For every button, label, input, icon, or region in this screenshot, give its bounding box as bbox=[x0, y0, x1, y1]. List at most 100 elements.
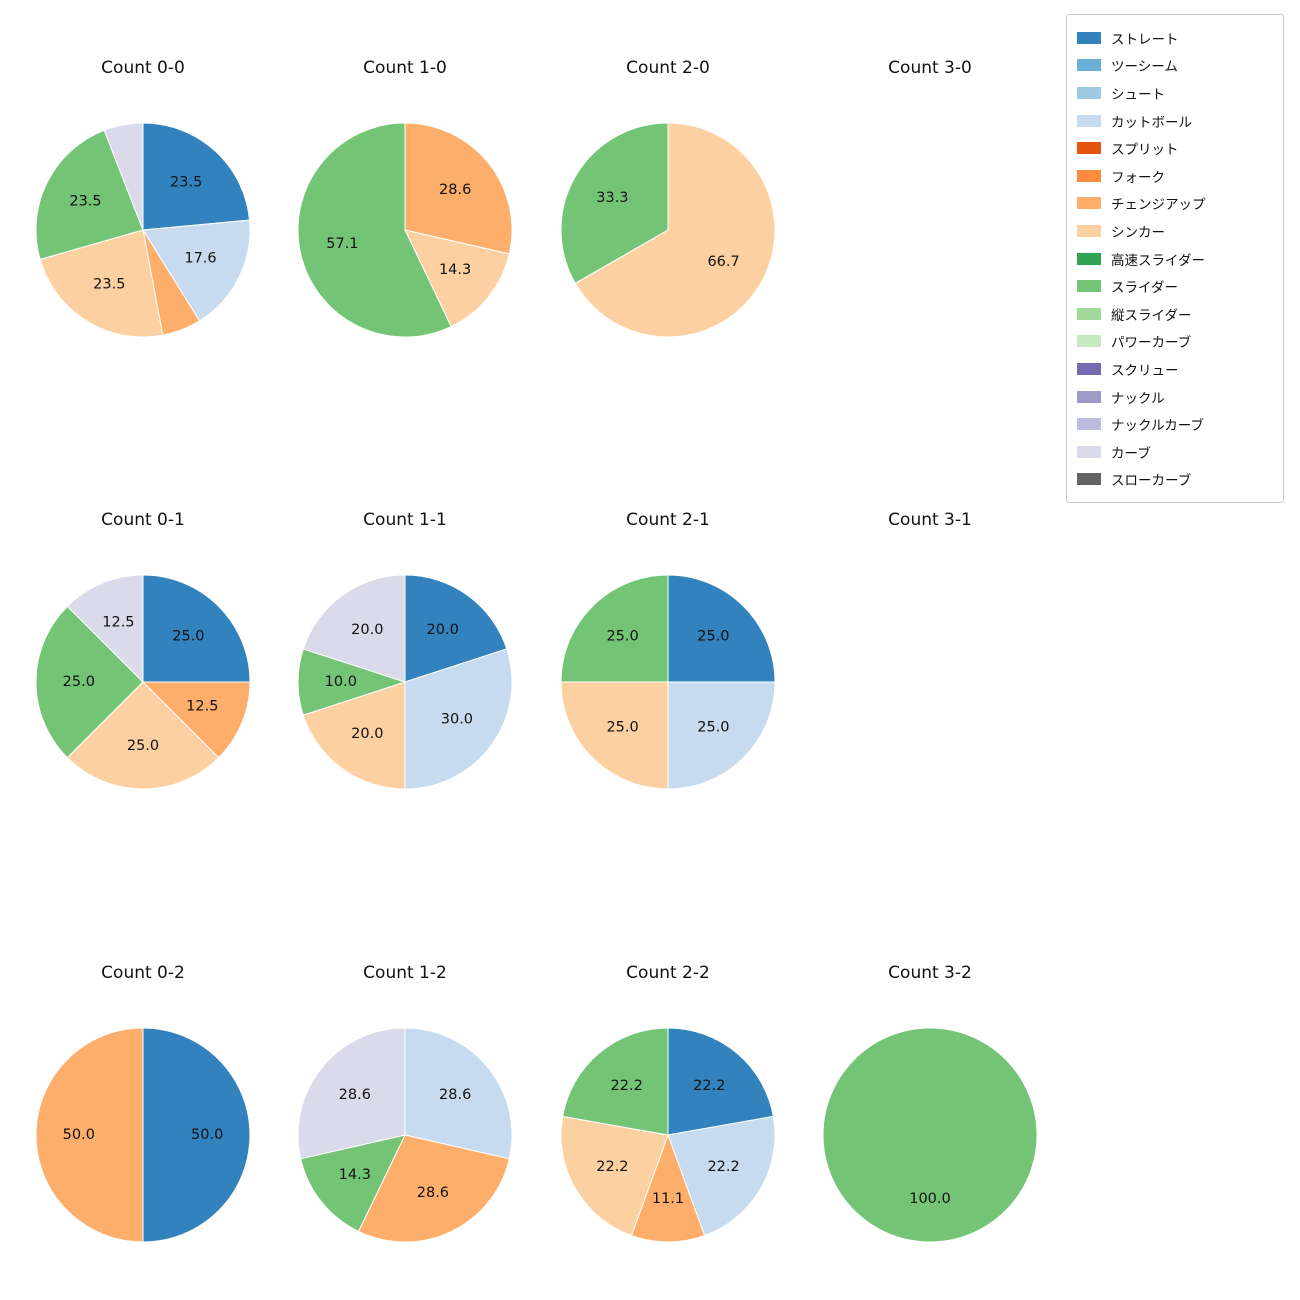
pie-slice-チェンジアップ bbox=[404, 122, 513, 255]
pie-slice-スライダー bbox=[560, 574, 669, 683]
legend-item: 高速スライダー bbox=[1077, 245, 1273, 273]
chart-count-0-1: Count 0-1 25.0 12.5 25.0 25.0 12.5 bbox=[3, 508, 283, 796]
pie-percent-label: 17.6 bbox=[184, 251, 216, 267]
legend-item: カットボール bbox=[1077, 107, 1273, 135]
pie-percent-label: 14.3 bbox=[439, 262, 471, 278]
legend-swatch-icon bbox=[1077, 59, 1101, 72]
pie-slice-スライダー bbox=[822, 1027, 1038, 1243]
legend-swatch-icon bbox=[1077, 473, 1101, 486]
chart-title: Count 3-2 bbox=[888, 963, 972, 983]
legend-item: ナックル bbox=[1077, 383, 1273, 411]
legend-item: スローカーブ bbox=[1077, 466, 1273, 494]
pie-percent-label: 23.5 bbox=[69, 194, 101, 210]
pie-chart bbox=[816, 568, 1044, 796]
pie-chart: 25.0 12.5 25.0 25.0 12.5 bbox=[35, 574, 251, 790]
pie-percent-label: 33.3 bbox=[596, 190, 628, 206]
legend-swatch-icon bbox=[1077, 307, 1101, 320]
pie-percent-label: 57.1 bbox=[326, 236, 358, 252]
pie-chart: 25.0 25.0 25.0 25.0 bbox=[560, 574, 776, 790]
legend-item: パワーカーブ bbox=[1077, 328, 1273, 356]
pie-slice-ストレート bbox=[404, 574, 508, 683]
pie-chart: 28.6 14.3 57.1 bbox=[297, 122, 513, 338]
pie-slice-シンカー bbox=[302, 681, 406, 790]
pie-slice-カットボール bbox=[404, 648, 513, 790]
pie-percent-label: 22.2 bbox=[596, 1159, 628, 1175]
legend-item-label: スライダー bbox=[1111, 280, 1178, 297]
chart-title: Count 1-1 bbox=[363, 510, 447, 530]
pie-percent-label: 22.2 bbox=[693, 1078, 725, 1094]
chart-count-0-0: Count 0-0 23.5 17.6 23.5 23.5 bbox=[3, 56, 283, 344]
pie-slice-ストレート bbox=[142, 574, 251, 683]
legend-item-label: ナックルカーブ bbox=[1111, 418, 1204, 435]
chart-count-1-0: Count 1-0 28.6 14.3 57.1 bbox=[265, 56, 545, 344]
pie-chart: 50.0 50.0 bbox=[35, 1027, 251, 1243]
pie-slice-ストレート bbox=[667, 574, 776, 683]
legend-swatch-icon bbox=[1077, 169, 1101, 182]
legend: ストレート ツーシーム シュート カットボール スプリット フォーク チェンジアップ シンカー… bbox=[1066, 14, 1284, 504]
pie-percent-label: 25.0 bbox=[172, 629, 204, 645]
pie-slice-チェンジアップ bbox=[357, 1134, 510, 1243]
legend-swatch-icon bbox=[1077, 252, 1101, 265]
pie-slice-シンカー bbox=[560, 1115, 669, 1237]
pie-slice-カーブ bbox=[66, 574, 144, 684]
pie-slice-スライダー bbox=[35, 605, 144, 759]
pie-slice-シンカー bbox=[66, 681, 220, 790]
pie-slice-カットボール bbox=[142, 219, 251, 322]
pie-percent-label: 25.0 bbox=[697, 719, 729, 735]
pie-percent-label: 20.0 bbox=[351, 726, 383, 742]
legend-item-label: スプリット bbox=[1111, 142, 1179, 159]
pie-percent-label: 30.0 bbox=[441, 712, 473, 728]
chart-title: Count 2-0 bbox=[626, 58, 710, 78]
pie-percent-label: 22.2 bbox=[611, 1078, 643, 1094]
legend-item: 縦スライダー bbox=[1077, 300, 1273, 328]
chart-count-2-0: Count 2-0 66.7 33.3 bbox=[528, 56, 808, 344]
chart-title: Count 3-0 bbox=[888, 58, 972, 78]
pie-percent-label: 100.0 bbox=[909, 1191, 951, 1207]
pie-slice-カーブ bbox=[302, 574, 406, 683]
pie-chart: 66.7 33.3 bbox=[560, 122, 776, 338]
legend-item: シュート bbox=[1077, 79, 1273, 107]
chart-count-3-1: Count 3-1 bbox=[790, 508, 1070, 796]
pie-percent-label: 22.2 bbox=[707, 1159, 739, 1175]
pie-slice-シンカー bbox=[39, 229, 164, 338]
legend-item-label: 高速スライダー bbox=[1111, 252, 1205, 269]
pie-slice-ストレート bbox=[142, 1027, 251, 1243]
pie-slice-ストレート bbox=[667, 1027, 774, 1136]
pie-slice-チェンジアップ bbox=[630, 1133, 706, 1243]
pie-chart bbox=[816, 116, 1044, 344]
pie-slice-シンカー bbox=[404, 229, 510, 328]
pie-slice-チェンジアップ bbox=[141, 681, 251, 759]
legend-item-label: スローカーブ bbox=[1111, 473, 1192, 490]
pie-percent-label: 20.0 bbox=[427, 622, 459, 638]
legend-item: カーブ bbox=[1077, 438, 1273, 466]
chart-count-2-2: Count 2-2 22.2 22.2 11.1 22.2 22.2 bbox=[528, 961, 808, 1249]
pie-percent-label: 12.5 bbox=[186, 699, 218, 715]
legend-swatch-icon bbox=[1077, 86, 1101, 99]
legend-swatch-icon bbox=[1077, 114, 1101, 127]
pie-percent-label: 25.0 bbox=[697, 629, 729, 645]
pie-slice-カットボール bbox=[667, 1115, 776, 1237]
pie-slice-カットボール bbox=[404, 1027, 513, 1160]
pie-percent-label: 11.1 bbox=[652, 1191, 684, 1207]
pie-slice-カーブ bbox=[297, 1027, 406, 1160]
pie-slice-シンカー bbox=[574, 122, 776, 338]
legend-item-label: スクリュー bbox=[1111, 362, 1179, 379]
pie-slice-カーブ bbox=[103, 122, 144, 231]
legend-item-label: カーブ bbox=[1111, 445, 1151, 462]
legend-item-label: ストレート bbox=[1111, 31, 1179, 48]
legend-item: チェンジアップ bbox=[1077, 190, 1273, 218]
legend-swatch-icon bbox=[1077, 362, 1101, 375]
pie-percent-label: 28.6 bbox=[439, 1087, 471, 1103]
pie-percent-label: 28.6 bbox=[339, 1087, 371, 1103]
chart-count-3-0: Count 3-0 bbox=[790, 56, 1070, 344]
legend-item: ナックルカーブ bbox=[1077, 410, 1273, 438]
pie-slice-スライダー bbox=[562, 1027, 669, 1136]
legend-swatch-icon bbox=[1077, 31, 1101, 44]
pie-chart: 28.6 28.6 14.3 28.6 bbox=[297, 1027, 513, 1243]
pie-percent-label: 25.0 bbox=[63, 674, 95, 690]
legend-item: シンカー bbox=[1077, 217, 1273, 245]
pie-slice-スライダー bbox=[300, 1134, 406, 1233]
legend-swatch-icon bbox=[1077, 445, 1101, 458]
chart-count-2-1: Count 2-1 25.0 25.0 25.0 25.0 bbox=[528, 508, 808, 796]
